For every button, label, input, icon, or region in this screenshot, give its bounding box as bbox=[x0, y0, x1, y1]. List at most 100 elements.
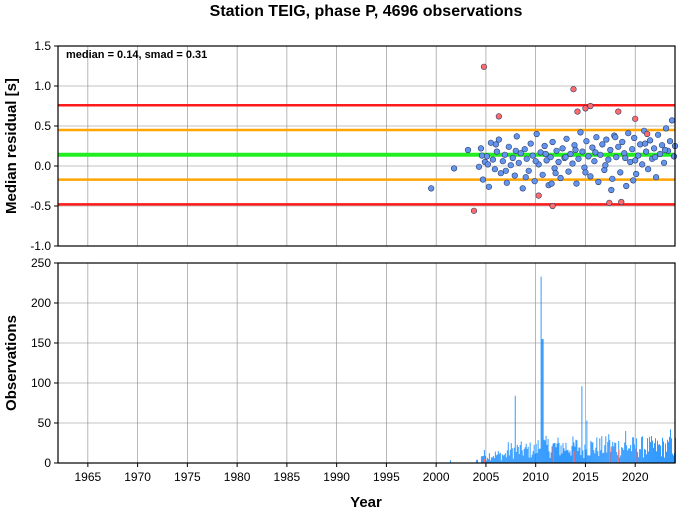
bar bbox=[506, 450, 508, 463]
bar bbox=[555, 447, 557, 463]
bar bbox=[660, 445, 661, 463]
outlier-point bbox=[535, 192, 542, 199]
outlier-bar bbox=[635, 448, 637, 463]
bar bbox=[613, 446, 615, 463]
chart-title: Station TEIG, phase P, 4696 observations bbox=[210, 3, 523, 20]
point bbox=[582, 169, 589, 176]
bar bbox=[481, 456, 483, 463]
outlier-point bbox=[480, 63, 488, 70]
bar bbox=[568, 452, 570, 463]
bar bbox=[614, 442, 616, 463]
outlier-point bbox=[632, 115, 639, 122]
bar bbox=[503, 454, 505, 463]
point bbox=[552, 170, 559, 177]
point bbox=[613, 154, 620, 161]
bar bbox=[659, 444, 660, 463]
point bbox=[599, 141, 606, 148]
x-tick-label: 1975 bbox=[174, 470, 201, 484]
point bbox=[477, 145, 485, 152]
bar bbox=[632, 437, 634, 463]
bar bbox=[616, 452, 618, 463]
point bbox=[562, 154, 569, 161]
bar bbox=[531, 454, 533, 463]
point bbox=[505, 143, 512, 150]
outlier-bar bbox=[609, 447, 611, 463]
bar bbox=[652, 440, 654, 463]
bar bbox=[615, 442, 617, 463]
bar bbox=[654, 443, 656, 463]
bar bbox=[541, 339, 543, 463]
outlier-point bbox=[470, 207, 478, 214]
bar bbox=[488, 453, 490, 463]
bar bbox=[504, 453, 506, 463]
bar bbox=[520, 441, 522, 463]
outlier-point bbox=[618, 198, 625, 206]
point bbox=[572, 146, 579, 154]
point bbox=[645, 166, 652, 173]
bar bbox=[487, 459, 489, 463]
point bbox=[478, 152, 486, 159]
point bbox=[630, 177, 637, 184]
bar bbox=[500, 460, 502, 463]
bar bbox=[513, 447, 515, 463]
point bbox=[541, 142, 548, 150]
bar bbox=[527, 446, 529, 463]
bar bbox=[519, 445, 521, 463]
stats-annotation: median = 0.14, smad = 0.31 bbox=[66, 49, 207, 61]
bar bbox=[572, 436, 574, 463]
point bbox=[651, 154, 659, 161]
bar bbox=[578, 447, 580, 463]
point bbox=[579, 148, 586, 155]
point bbox=[625, 130, 632, 137]
point bbox=[511, 172, 518, 179]
point bbox=[658, 142, 666, 149]
bar bbox=[486, 457, 488, 463]
bar bbox=[536, 452, 538, 463]
bar bbox=[549, 458, 551, 463]
bar bbox=[602, 453, 604, 463]
bar bbox=[570, 455, 572, 463]
bar bbox=[509, 449, 511, 463]
point bbox=[542, 150, 549, 158]
x-tick-label: 2015 bbox=[572, 470, 599, 484]
residual-plot-area bbox=[58, 46, 675, 246]
bar bbox=[511, 448, 513, 463]
point bbox=[631, 134, 638, 142]
x-tick-label: 1970 bbox=[124, 470, 151, 484]
point bbox=[529, 152, 536, 159]
point bbox=[654, 131, 662, 138]
y-tick-label: 0.5 bbox=[34, 119, 51, 133]
bar bbox=[450, 460, 451, 463]
y-tick-label: 50 bbox=[38, 416, 52, 430]
point bbox=[450, 165, 458, 172]
bar bbox=[663, 441, 664, 463]
bar bbox=[556, 443, 558, 463]
bar bbox=[563, 448, 565, 463]
point bbox=[607, 146, 614, 154]
residual-y-label: Median residual [s] bbox=[3, 78, 20, 214]
bar bbox=[672, 453, 673, 463]
point bbox=[635, 152, 642, 159]
point bbox=[639, 161, 646, 168]
point bbox=[608, 186, 615, 194]
bar bbox=[565, 442, 567, 463]
residual-y-ticks: -1.0 -0.5 0.0 0.5 1.0 1.5 bbox=[30, 39, 58, 253]
bar bbox=[586, 420, 588, 463]
point bbox=[548, 180, 555, 187]
bar bbox=[639, 449, 641, 463]
bar bbox=[532, 451, 534, 463]
bar bbox=[590, 440, 592, 463]
bar bbox=[484, 455, 486, 463]
y-tick-label: 0.0 bbox=[34, 159, 51, 173]
bar bbox=[593, 450, 595, 463]
point bbox=[499, 158, 506, 165]
bar bbox=[665, 443, 666, 463]
bar bbox=[670, 429, 671, 463]
bar bbox=[592, 442, 594, 463]
bar bbox=[561, 453, 563, 463]
point bbox=[585, 153, 592, 160]
bar bbox=[612, 441, 614, 463]
bar bbox=[626, 445, 628, 463]
point bbox=[464, 146, 472, 154]
y-tick-label: 1.5 bbox=[34, 39, 51, 53]
